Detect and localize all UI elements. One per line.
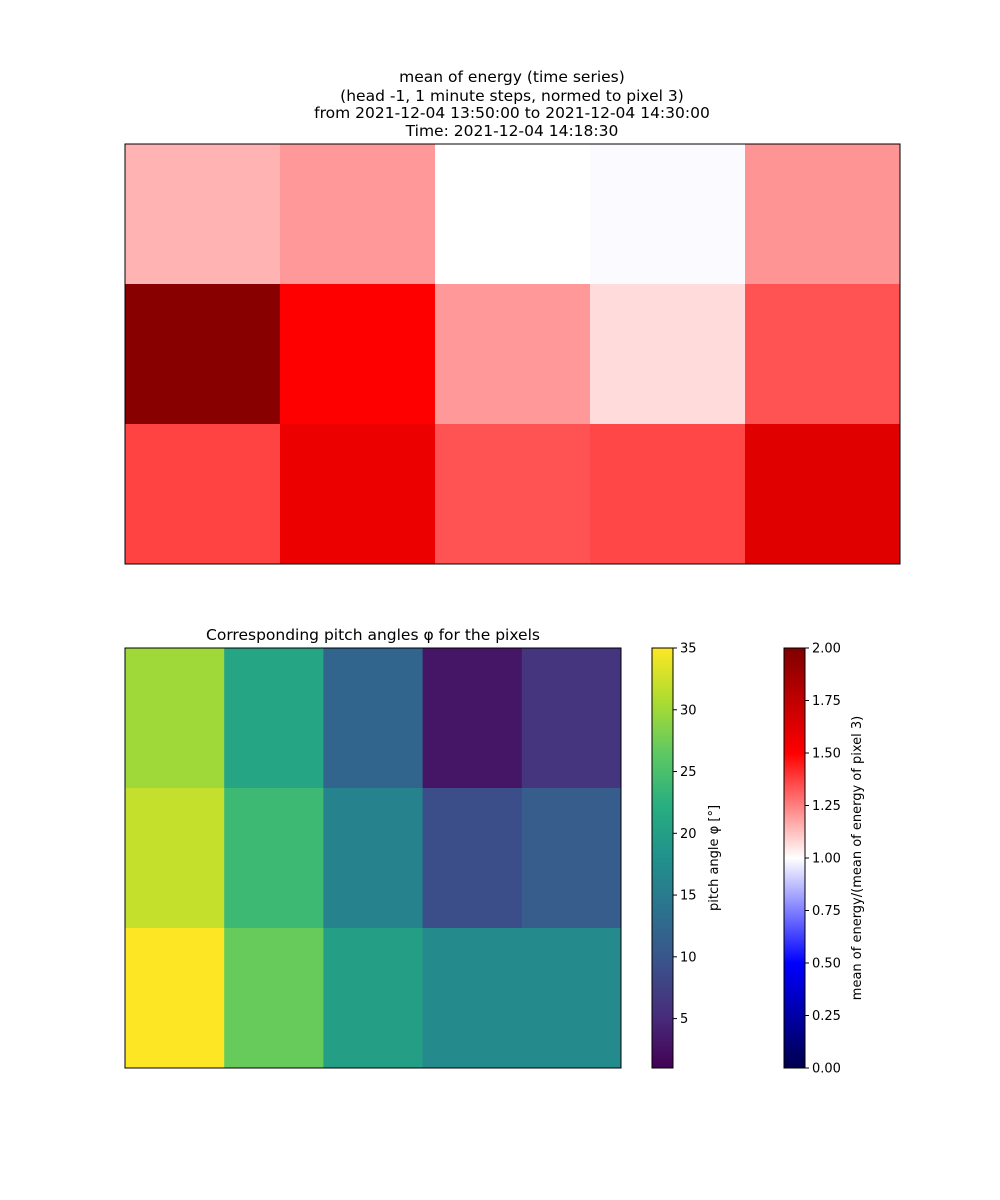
pitch-cell-r2-c0 (125, 928, 225, 1069)
energy-cell-r0-c4 (745, 144, 901, 285)
energy-cell-r2-c4 (745, 424, 901, 565)
pitch-cell-r2-c2 (323, 928, 424, 1069)
energy-heatmap-frame (124, 143, 901, 565)
energy-cell-r1-c0 (125, 284, 281, 425)
pitch-cell-r0-c0 (125, 648, 225, 789)
energy-colorbar-tick-label: 1.00 (812, 852, 841, 867)
energy-cell-r0-c3 (590, 144, 746, 285)
energy-colorbar-ticks: 0.00 0.25 0.50 0.75 1.00 1.25 1.50 1.75 2.00 (805, 642, 841, 1077)
energy-cell-r1-c4 (745, 284, 901, 425)
pitch-cell-r1-c3 (422, 788, 523, 929)
pitch-cell-r2-c1 (224, 928, 324, 1069)
energy-cell-r2-c1 (280, 424, 436, 565)
pitch-colorbar-tick-label: 10 (680, 950, 697, 965)
pitch-colorbar-label: pitch angle φ [°] (707, 805, 722, 911)
energy-title: mean of energy (time series) (head -1, 1… (314, 68, 710, 140)
energy-colorbar-tick-label: 1.25 (812, 799, 841, 814)
energy-colorbar-tick-label: 0.75 (812, 904, 841, 919)
pitch-cell-r0-c2 (323, 648, 424, 789)
energy-cell-r2-c3 (590, 424, 746, 565)
energy-title-line-1: mean of energy (time series) (399, 68, 625, 86)
pitch-cell-r1-c2 (323, 788, 424, 929)
pitch-heatmap (125, 648, 622, 1069)
pitch-colorbar-tick-label: 15 (680, 889, 697, 904)
pitch-colorbar-tick-label: 5 (680, 1012, 688, 1027)
pitch-colorbar-tick-label: 35 (680, 642, 697, 657)
energy-title-line-3: from 2021-12-04 13:50:00 to 2021-12-04 1… (314, 104, 710, 122)
pitch-colorbar-tick-label: 30 (680, 703, 697, 718)
pitch-cell-r0-c4 (521, 648, 622, 789)
pitch-colorbar-ticks: 5 10 15 20 25 30 35 (673, 642, 697, 1027)
pitch-cell-r1-c0 (125, 788, 225, 929)
pitch-cell-r0-c3 (422, 648, 523, 789)
energy-cell-r0-c2 (435, 144, 591, 285)
energy-cell-r2-c0 (125, 424, 281, 565)
pitch-title: Corresponding pitch angles φ for the pix… (206, 626, 540, 644)
pitch-colorbar-frame (651, 647, 674, 1069)
energy-cell-r1-c3 (590, 284, 746, 425)
energy-cell-r0-c0 (125, 144, 281, 285)
energy-colorbar-tick-label: 0.00 (812, 1062, 841, 1077)
energy-colorbar-tick-label: 2.00 (812, 642, 841, 657)
energy-cell-r0-c1 (280, 144, 436, 285)
energy-cell-r1-c2 (435, 284, 591, 425)
energy-colorbar-tick-label: 0.25 (812, 1009, 841, 1024)
pitch-cell-r2-c3 (422, 928, 523, 1069)
energy-colorbar-label: mean of energy/(mean of energy of pixel … (850, 716, 865, 1000)
energy-heatmap (125, 144, 901, 565)
pitch-cell-r2-c4 (521, 928, 622, 1069)
energy-colorbar-tick-label: 1.50 (812, 747, 841, 762)
energy-colorbar-tick-label: 1.75 (812, 694, 841, 709)
energy-cell-r2-c2 (435, 424, 591, 565)
pitch-colorbar-tick-label: 25 (680, 765, 697, 780)
pitch-cell-r1-c4 (521, 788, 622, 929)
energy-cell-r1-c1 (280, 284, 436, 425)
pitch-cell-r0-c1 (224, 648, 324, 789)
energy-title-line-4: Time: 2021-12-04 14:18:30 (405, 122, 619, 140)
pitch-cell-r1-c1 (224, 788, 324, 929)
energy-colorbar (784, 648, 805, 1068)
energy-title-line-2: (head -1, 1 minute steps, normed to pixe… (340, 87, 684, 105)
pitch-colorbar (652, 648, 673, 1068)
energy-colorbar-tick-label: 0.50 (812, 957, 841, 972)
pitch-heatmap-frame (124, 647, 622, 1069)
pitch-colorbar-tick-label: 20 (680, 827, 697, 842)
